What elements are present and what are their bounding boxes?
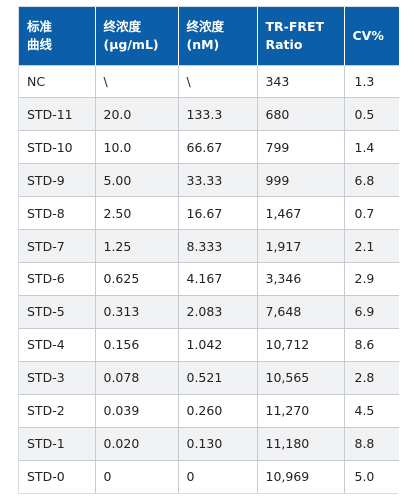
cell-sample: STD-3	[19, 360, 95, 395]
header-final-conc-ugml-line2: (μg/mL)	[103, 36, 159, 52]
cell-conc-ugml: 0.078	[94, 360, 178, 395]
table-row: STD-7 1.25 8.333 1,917 2.1	[19, 229, 399, 263]
cell-sample: STD-6	[19, 262, 95, 296]
cell-conc-nm: 0.521	[177, 360, 257, 395]
cell-cv: 5.0	[343, 459, 399, 493]
table-row: STD-1 0.020 0.130 11,180 8.8	[19, 426, 399, 461]
cell-tr-fret-ratio: 10,969	[256, 459, 344, 493]
header-standard-curve-line2: 曲线	[27, 36, 53, 52]
header-standard-curve: 标准 曲线	[19, 7, 95, 65]
cell-conc-nm: 0.260	[177, 393, 257, 428]
cell-conc-ugml: 0.313	[94, 294, 178, 329]
cell-conc-nm: 16.67	[177, 196, 257, 230]
cell-conc-ugml: 2.50	[94, 196, 178, 230]
header-final-conc-nm-line2: (nM)	[186, 36, 220, 52]
cell-conc-nm: 2.083	[177, 294, 257, 329]
cell-cv: 2.1	[343, 229, 399, 263]
cell-conc-ugml: 10.0	[94, 130, 178, 164]
cell-tr-fret-ratio: 10,565	[256, 360, 344, 395]
table-row: STD-0 0 0 10,969 5.0	[19, 459, 399, 493]
table-body: NC \ \ 343 1.3 STD-11 20.0 133.3 680 0.5…	[19, 64, 399, 493]
header-tr-fret-ratio-line2: Ratio	[265, 36, 303, 52]
cell-sample: STD-7	[19, 229, 95, 263]
cell-tr-fret-ratio: 680	[256, 97, 344, 131]
cell-conc-nm: 33.33	[177, 163, 257, 197]
cell-cv: 8.8	[343, 426, 399, 461]
cell-tr-fret-ratio: 1,467	[256, 196, 344, 230]
table-row: STD-8 2.50 16.67 1,467 0.7	[19, 196, 399, 230]
table-row: STD-9 5.00 33.33 999 6.8	[19, 163, 399, 197]
header-standard-curve-line1: 标准	[27, 18, 53, 34]
cell-tr-fret-ratio: 7,648	[256, 294, 344, 329]
header-cv-label: CV%	[352, 27, 384, 43]
cell-cv: 2.9	[343, 262, 399, 296]
cell-conc-nm: 0	[177, 459, 257, 493]
header-cv: CV%	[343, 7, 399, 65]
cell-conc-ugml: 1.25	[94, 229, 178, 263]
header-tr-fret-ratio-line1: TR-FRET	[265, 18, 325, 34]
header-final-conc-nm: 终浓度 (nM)	[177, 7, 257, 65]
header-final-conc-nm-line1: 终浓度	[186, 18, 225, 34]
table-header: 标准 曲线 终浓度 (μg/mL) 终浓度 (nM) TR-FRET Ratio…	[19, 7, 399, 65]
cell-conc-nm: 4.167	[177, 262, 257, 296]
cell-conc-ugml: 0.039	[94, 393, 178, 428]
cell-tr-fret-ratio: 999	[256, 163, 344, 197]
cell-conc-nm: 0.130	[177, 426, 257, 461]
cell-sample: STD-9	[19, 163, 95, 197]
cell-cv: 4.5	[343, 393, 399, 428]
cell-conc-ugml: 0.020	[94, 426, 178, 461]
header-tr-fret-ratio: TR-FRET Ratio	[256, 7, 344, 65]
cell-conc-nm: 133.3	[177, 97, 257, 131]
cell-tr-fret-ratio: 11,270	[256, 393, 344, 428]
cell-cv: 1.3	[343, 64, 399, 98]
cell-sample: STD-10	[19, 130, 95, 164]
cell-cv: 6.8	[343, 163, 399, 197]
cell-cv: 8.6	[343, 327, 399, 362]
cell-cv: 0.7	[343, 196, 399, 230]
cell-tr-fret-ratio: 1,917	[256, 229, 344, 263]
cell-sample: STD-1	[19, 426, 95, 461]
table-row: NC \ \ 343 1.3	[19, 64, 399, 98]
table-row: STD-10 10.0 66.67 799 1.4	[19, 130, 399, 164]
cell-sample: NC	[19, 64, 95, 98]
cell-conc-ugml: 0	[94, 459, 178, 493]
header-final-conc-ugml-line1: 终浓度	[103, 18, 142, 34]
cell-conc-ugml: 5.00	[94, 163, 178, 197]
cell-sample: STD-0	[19, 459, 95, 493]
cell-tr-fret-ratio: 799	[256, 130, 344, 164]
cell-sample: STD-8	[19, 196, 95, 230]
table-row: STD-6 0.625 4.167 3,346 2.9	[19, 262, 399, 296]
cell-conc-nm: 1.042	[177, 327, 257, 362]
cell-conc-nm: 66.67	[177, 130, 257, 164]
table-row: STD-5 0.313 2.083 7,648 6.9	[19, 294, 399, 329]
table-row: STD-11 20.0 133.3 680 0.5	[19, 97, 399, 131]
standard-curve-table-container: 标准 曲线 终浓度 (μg/mL) 终浓度 (nM) TR-FRET Ratio…	[18, 6, 399, 494]
cell-conc-nm: \	[177, 64, 257, 98]
cell-conc-ugml: \	[94, 64, 178, 98]
cell-sample: STD-11	[19, 97, 95, 131]
cell-tr-fret-ratio: 11,180	[256, 426, 344, 461]
cell-cv: 0.5	[343, 97, 399, 131]
table-row: STD-4 0.156 1.042 10,712 8.6	[19, 327, 399, 362]
header-final-conc-ugml: 终浓度 (μg/mL)	[94, 7, 178, 65]
cell-cv: 2.8	[343, 360, 399, 395]
cell-tr-fret-ratio: 10,712	[256, 327, 344, 362]
cell-conc-ugml: 0.156	[94, 327, 178, 362]
cell-sample: STD-2	[19, 393, 95, 428]
cell-conc-ugml: 20.0	[94, 97, 178, 131]
cell-tr-fret-ratio: 343	[256, 64, 344, 98]
cell-sample: STD-4	[19, 327, 95, 362]
standard-curve-table: 标准 曲线 终浓度 (μg/mL) 终浓度 (nM) TR-FRET Ratio…	[19, 7, 399, 493]
cell-cv: 6.9	[343, 294, 399, 329]
cell-conc-nm: 8.333	[177, 229, 257, 263]
cell-sample: STD-5	[19, 294, 95, 329]
cell-conc-ugml: 0.625	[94, 262, 178, 296]
table-row: STD-3 0.078 0.521 10,565 2.8	[19, 360, 399, 395]
table-row: STD-2 0.039 0.260 11,270 4.5	[19, 393, 399, 428]
header-row: 标准 曲线 终浓度 (μg/mL) 终浓度 (nM) TR-FRET Ratio…	[19, 7, 399, 65]
cell-tr-fret-ratio: 3,346	[256, 262, 344, 296]
cell-cv: 1.4	[343, 130, 399, 164]
